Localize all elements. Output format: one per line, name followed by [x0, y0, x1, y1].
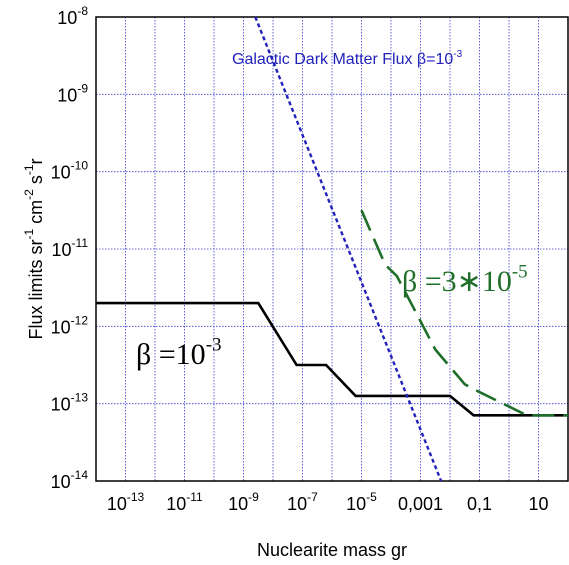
x-tick-label-exponent: -9	[248, 490, 259, 504]
annotation-text: Galactic Dark Matter Flux β=10	[232, 51, 453, 68]
annotation-galactic-dm-flux: Galactic Dark Matter Flux β=10-3	[232, 49, 463, 68]
y-tick-label: 10-10	[51, 159, 89, 183]
y-tick-label-exponent: -12	[71, 313, 89, 327]
x-tick-label: 10	[528, 494, 548, 514]
series-group	[96, 16, 568, 482]
y-tick-label-mantissa: 10	[57, 8, 77, 28]
x-tick-label-mantissa: 10	[228, 494, 248, 514]
y-tick-label-exponent: -9	[77, 81, 88, 95]
y-tick-label-exponent: -8	[77, 4, 88, 18]
plot-frame	[95, 16, 569, 482]
y-tick-label: 10-9	[57, 81, 88, 105]
y-axis-label-text: s	[26, 175, 46, 189]
y-tick-label: 10-12	[51, 313, 89, 337]
x-tick-label: 0,001	[398, 494, 443, 514]
x-tick-label-mantissa: 0,001	[398, 494, 443, 514]
y-tick-label-exponent: -11	[72, 236, 89, 250]
y-tick-label-mantissa: 10	[51, 395, 71, 415]
annotation-beta-1e-3: β =10-3	[136, 335, 222, 372]
y-tick-label-mantissa: 10	[57, 85, 77, 105]
grid	[96, 17, 568, 481]
annotation-exponent: -5	[512, 262, 528, 283]
x-tick-label-mantissa: 10	[166, 494, 186, 514]
y-tick-label-mantissa: 10	[51, 472, 71, 492]
annotation-exponent: -3	[206, 335, 222, 356]
y-tick-label-exponent: -13	[71, 391, 89, 405]
y-axis-label-text: cm	[26, 200, 46, 229]
x-tick-label-mantissa: 0,1	[467, 494, 492, 514]
y-axis-label: Flux limits sr-1 cm-2 s-1r	[22, 158, 46, 339]
series-line-galactic-dm-flux	[254, 16, 443, 482]
series-line-beta-1e-3	[96, 301, 568, 417]
x-tick-label-exponent: -7	[307, 490, 318, 504]
x-tick-label: 10-9	[228, 490, 259, 514]
y-axis-label-exponent: -2	[22, 189, 36, 200]
y-tick-label-exponent: -10	[71, 159, 89, 173]
x-tick-label-mantissa: 10	[107, 494, 127, 514]
annotation-beta-3e-5: β =3∗10-5	[402, 262, 528, 299]
series-line-beta-3e-5	[360, 209, 568, 417]
y-tick-label-mantissa: 10	[51, 163, 71, 183]
y-axis-label-exponent: -1	[22, 229, 36, 240]
x-tick-labels: 10-13 10-11 10-9 10-7 10-5 0,001 0,1 10	[107, 490, 549, 514]
annotation-text: β =10	[136, 338, 206, 371]
y-tick-label: 10-8	[57, 4, 88, 28]
annotation-exponent: -3	[453, 49, 462, 60]
x-tick-label: 10-11	[166, 490, 203, 514]
y-axis-label-exponent: -1	[22, 164, 36, 175]
x-tick-label-mantissa: 10	[287, 494, 307, 514]
y-axis-label-text: r	[26, 158, 46, 164]
x-tick-label: 10-7	[287, 490, 318, 514]
x-tick-label: 10-5	[346, 490, 377, 514]
y-tick-label-mantissa: 10	[52, 240, 72, 260]
x-tick-label: 10-13	[107, 490, 145, 514]
y-tick-label-exponent: -14	[71, 468, 89, 482]
x-axis-label: Nuclearite mass gr	[257, 540, 407, 560]
y-tick-label: 10-13	[51, 391, 89, 415]
x-tick-label-mantissa: 10	[346, 494, 366, 514]
x-tick-label-exponent: -5	[366, 490, 377, 504]
y-tick-label: 10-14	[51, 468, 89, 492]
y-axis-label-text: Flux limits sr	[26, 240, 46, 340]
x-tick-label: 0,1	[467, 494, 492, 514]
annotation-text: β =3∗10	[402, 265, 512, 298]
x-tick-label-exponent: -13	[127, 490, 145, 504]
x-tick-label-exponent: -11	[186, 490, 203, 504]
x-tick-label-mantissa: 10	[528, 494, 548, 514]
y-tick-label: 10-11	[52, 236, 89, 260]
y-tick-label-mantissa: 10	[51, 317, 71, 337]
